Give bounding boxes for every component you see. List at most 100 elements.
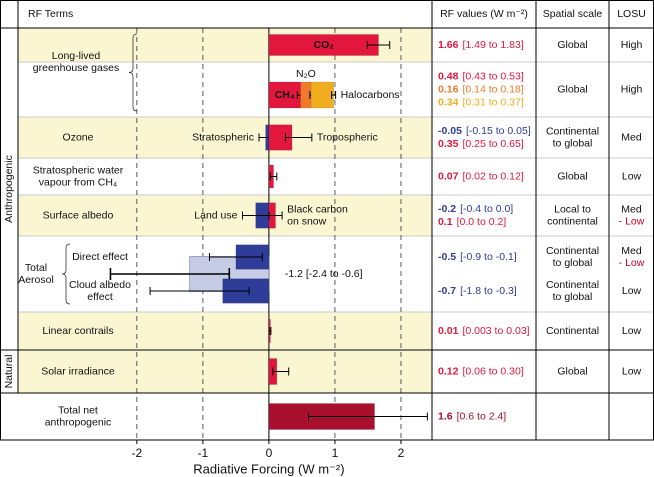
bar-name-line: Land use bbox=[194, 210, 237, 222]
row-label-line: Surface albedo bbox=[43, 210, 114, 222]
spatial-scale: Global bbox=[557, 366, 587, 378]
spatial-scale: Global bbox=[557, 171, 587, 183]
rf-value: 0.07 [0.02 to 0.12] bbox=[438, 171, 524, 183]
losu: Low bbox=[622, 171, 642, 183]
bar-name: CH₄ bbox=[275, 89, 295, 101]
bar-name-line: N₂O bbox=[296, 68, 316, 80]
spatial-scale-line: Global bbox=[557, 84, 587, 96]
losu-line: High bbox=[621, 39, 643, 51]
rf-value: 0.1 [0.0 to 0.2] bbox=[438, 216, 506, 228]
header-scale: Spatial scale bbox=[543, 8, 603, 20]
row-label-line: Linear contrails bbox=[42, 325, 113, 337]
x-tick-label: 2 bbox=[398, 446, 405, 460]
spatial-scale: Continental to global bbox=[546, 126, 599, 150]
row-label-line: Total bbox=[25, 262, 47, 274]
x-tick-label: 0 bbox=[266, 446, 273, 460]
header-terms: RF Terms bbox=[28, 8, 73, 20]
spatial-scale: Global bbox=[557, 39, 587, 51]
spatial-scale-line: Continental bbox=[546, 126, 599, 138]
rf-value: 0.34 [0.31 to 0.37] bbox=[438, 97, 524, 109]
row-band bbox=[18, 195, 432, 236]
spatial-scale-line: Global bbox=[557, 171, 587, 183]
x-tick-label: -1 bbox=[198, 446, 209, 460]
row-label: Solar irradiance bbox=[41, 366, 115, 378]
bar-name-line: effect bbox=[87, 291, 113, 303]
rf-value-range: [0.003 to 0.03] bbox=[462, 325, 529, 337]
row-label: Total net anthropogenic bbox=[45, 405, 112, 429]
spatial-scale-line: to global bbox=[553, 257, 593, 269]
spatial-scale: Continental to global bbox=[546, 245, 599, 269]
spatial-scale-line: Local to bbox=[554, 204, 591, 216]
brace bbox=[128, 33, 138, 112]
spatial-scale-line: Continental bbox=[546, 279, 599, 291]
bar bbox=[310, 81, 334, 109]
header-losu: LOSU bbox=[617, 8, 646, 20]
rf-value-number: 0.07 bbox=[438, 171, 459, 183]
row-label: Linear contrails bbox=[42, 325, 113, 337]
losu-line: Low bbox=[622, 325, 642, 337]
spatial-scale-line: to global bbox=[553, 291, 593, 303]
rf-value-range: [0.6 to 2.4] bbox=[457, 411, 507, 423]
rf-value-range: [1.49 to 1.83] bbox=[462, 39, 523, 51]
bar-name-line: CO₂ bbox=[314, 39, 335, 51]
rf-value-number: 0.48 bbox=[438, 71, 459, 83]
row-label-line: Total net bbox=[58, 405, 98, 417]
rf-value-number: -0.2 bbox=[438, 203, 456, 215]
losu: Med - Low bbox=[619, 204, 645, 228]
rf-value-range: [0.0 to 0.2] bbox=[457, 216, 507, 228]
losu: High bbox=[621, 84, 643, 96]
spatial-scale: Continental bbox=[546, 325, 599, 337]
row-label-line: vapour from CH₄ bbox=[39, 177, 117, 189]
bar-name: Direct effect bbox=[72, 251, 128, 263]
spatial-scale-line: Continental bbox=[546, 325, 599, 337]
rf-value-range: [0.43 to 0.53] bbox=[462, 71, 523, 83]
losu-line: Med bbox=[621, 204, 642, 216]
losu-line: - Low bbox=[619, 216, 645, 228]
bar-name: N₂O bbox=[296, 68, 316, 80]
spatial-scale-line: Global bbox=[557, 366, 587, 378]
rf-value: 0.12 [0.06 to 0.30] bbox=[438, 366, 524, 378]
rf-value-number: 0.16 bbox=[438, 84, 459, 96]
total-value-label: -1.2 [-2.4 to -0.6] bbox=[285, 268, 363, 280]
rf-value-range: [0.06 to 0.30] bbox=[462, 366, 523, 378]
row-label-line: Ozone bbox=[63, 132, 94, 144]
brace bbox=[61, 243, 71, 305]
row-band bbox=[18, 312, 432, 350]
losu: Low bbox=[622, 285, 642, 297]
rf-value-number: -0.7 bbox=[438, 285, 456, 297]
bar-name: Land use bbox=[194, 210, 237, 222]
rf-value-number: 1.6 bbox=[438, 411, 453, 423]
row-label: Stratospheric water vapour from CH₄ bbox=[33, 165, 124, 189]
section-label: Anthropogenic bbox=[3, 155, 15, 223]
losu: Med bbox=[621, 132, 642, 144]
losu-line: Med bbox=[621, 132, 642, 144]
rf-value-range: [-1.8 to -0.3] bbox=[460, 285, 517, 297]
losu-line: Low bbox=[622, 171, 642, 183]
rf-value-range: [-0.9 to -0.1] bbox=[460, 251, 517, 263]
spatial-scale: Continental to global bbox=[546, 279, 599, 303]
marks bbox=[109, 34, 428, 430]
bar-name-line: CH₄ bbox=[275, 89, 295, 101]
x-tick-label: 1 bbox=[332, 446, 339, 460]
rf-value: -0.7 [-1.8 to -0.3] bbox=[438, 285, 517, 297]
rf-value-number: 0.34 bbox=[438, 97, 459, 109]
bar-name-line: Black carbon bbox=[287, 204, 348, 216]
row-label: Total Aerosol bbox=[18, 262, 54, 286]
rf-value-range: [0.31 to 0.37] bbox=[462, 97, 523, 109]
row-label: Long-lived greenhouse gases bbox=[33, 50, 119, 74]
backgrounds bbox=[18, 28, 654, 393]
rf-value: 0.16 [0.14 to 0.18] bbox=[438, 84, 524, 96]
rf-value-number: 0.12 bbox=[438, 366, 459, 378]
rf-value-range: [0.02 to 0.12] bbox=[462, 171, 523, 183]
rf-value: 0.01 [0.003 to 0.03] bbox=[438, 325, 530, 337]
bar-name-line: Cloud albedo bbox=[69, 279, 131, 291]
spatial-scale-line: Global bbox=[557, 39, 587, 51]
bar-name: Stratospheric bbox=[192, 132, 254, 144]
bar-name-line: on snow bbox=[287, 216, 327, 228]
row-label-line: Stratospheric water bbox=[33, 165, 124, 177]
rf-value: 1.66 [1.49 to 1.83] bbox=[438, 39, 524, 51]
rf-value: 0.48 [0.43 to 0.53] bbox=[438, 71, 524, 83]
spatial-scale-line: Continental bbox=[546, 245, 599, 257]
bar-name: Cloud albedo effect bbox=[69, 279, 131, 303]
